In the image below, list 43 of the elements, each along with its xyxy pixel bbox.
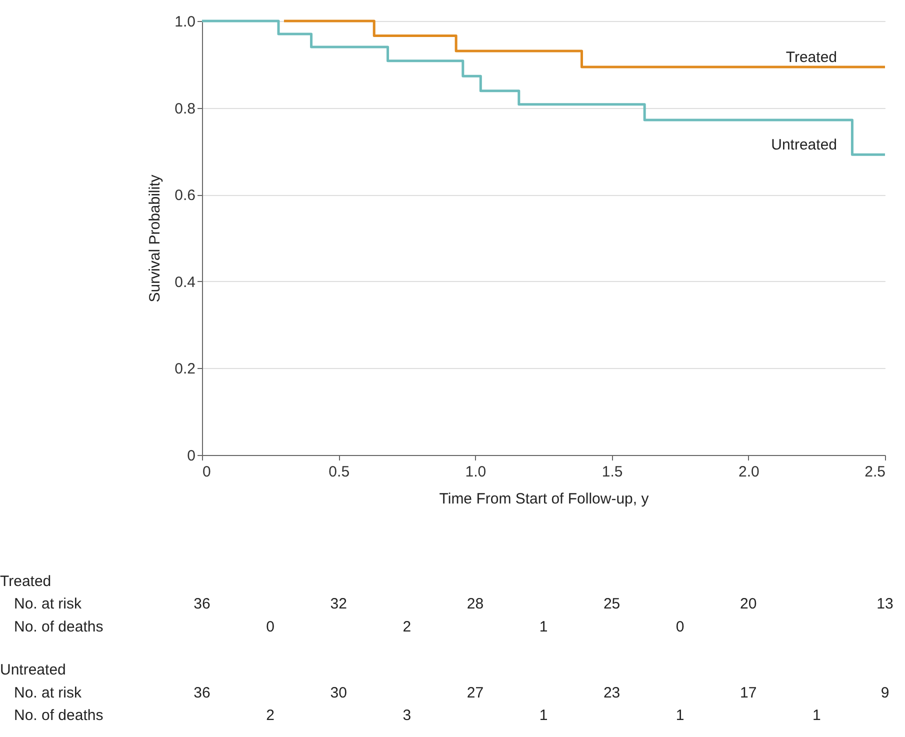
text: Treated <box>0 573 52 590</box>
text: 1 <box>676 707 684 724</box>
x-tick-label: 1.5 <box>602 464 623 480</box>
text: 32 <box>330 596 347 613</box>
x-tick-label: 2.5 <box>864 464 886 480</box>
text: 23 <box>603 684 620 702</box>
text: No. at risk <box>14 596 82 613</box>
text: 30 <box>330 684 347 702</box>
text: No. at risk <box>14 684 82 702</box>
x-tick-label: 1.0 <box>465 464 486 480</box>
text: 9 <box>880 684 890 702</box>
text: 28 <box>466 596 484 613</box>
text: No. of deaths <box>14 707 104 724</box>
y-tick-label: 0.8 <box>174 100 196 118</box>
text: 36 <box>194 684 210 702</box>
text: 36 <box>194 596 210 613</box>
text: 0 <box>676 618 684 636</box>
y-tick-label: 0 <box>187 448 196 464</box>
y-tick-label: 0.4 <box>174 274 196 291</box>
text: 27 <box>466 684 484 702</box>
text: 17 <box>740 684 757 702</box>
x-tick-label: 0 <box>202 464 211 480</box>
text: 1 <box>812 707 821 724</box>
y-tick-label: 1.0 <box>174 14 196 30</box>
x-tick-label: 2.0 <box>738 464 760 480</box>
text: 13 <box>876 596 894 613</box>
text: 1 <box>539 618 548 636</box>
text: 2 <box>266 707 274 724</box>
text: 3 <box>402 707 412 724</box>
text: 20 <box>740 596 757 613</box>
text: No. of deaths <box>14 618 104 636</box>
text: 0 <box>266 618 274 636</box>
series-label: Untreated <box>771 136 837 154</box>
text: 1 <box>539 707 548 724</box>
y-axis-title: Survival Probability <box>146 174 164 302</box>
x-axis-title: Time From Start of Follow-up, y <box>439 490 650 508</box>
text: 25 <box>603 596 620 613</box>
x-tick-label: 0.5 <box>328 464 350 480</box>
y-tick-label: 0.6 <box>174 187 196 204</box>
y-tick-label: 0.2 <box>174 360 196 378</box>
text: Untreated <box>0 662 66 679</box>
series-label: Treated <box>786 49 837 66</box>
text: 2 <box>402 618 412 636</box>
